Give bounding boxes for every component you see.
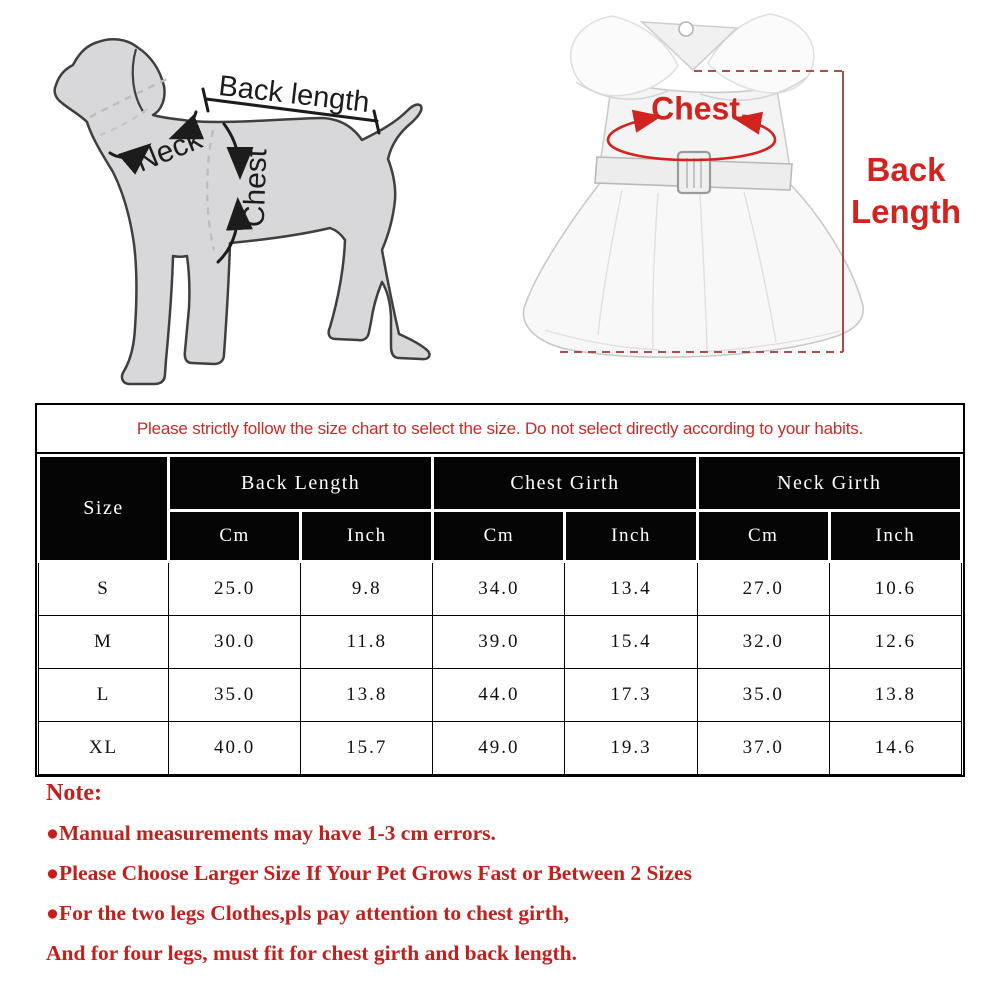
value-cell: 13.8 xyxy=(300,668,434,722)
value-cell: 40.0 xyxy=(167,721,302,775)
value-cell: 37.0 xyxy=(696,721,830,775)
value-cell: 13.8 xyxy=(828,668,963,722)
measurement-diagram xyxy=(53,13,864,386)
value-cell: 13.4 xyxy=(564,561,698,616)
size-warning-text: Please strictly follow the size chart to… xyxy=(136,418,864,438)
table-row-s: S 25.0 9.8 34.0 13.4 27.0 10.6 xyxy=(38,561,963,616)
unit-header-cell: Cm xyxy=(166,509,303,563)
table-row-m: M 30.0 11.8 39.0 15.4 32.0 12.6 xyxy=(38,615,963,669)
dress-chest-label: Chest. xyxy=(651,90,749,127)
note-line: ●For the two legs Clothes,pls pay attent… xyxy=(46,901,570,925)
value-cell: 9.8 xyxy=(300,561,434,616)
value-cell: 44.0 xyxy=(432,668,566,722)
size-table-container: Size Back Length Chest Girth Neck Girth … xyxy=(35,452,965,777)
value-cell: 19.3 xyxy=(564,721,698,775)
value-cell: 49.0 xyxy=(432,721,566,775)
neck-girth-group-header: Neck Girth xyxy=(695,454,964,512)
table-row-xl: XL 40.0 15.7 49.0 19.3 37.0 14.6 xyxy=(38,721,963,775)
dress-chest-measure xyxy=(606,109,777,162)
value-cell: 27.0 xyxy=(696,561,830,616)
notes-title: Note: xyxy=(46,780,102,806)
value-cell: 10.6 xyxy=(828,561,963,616)
value-cell: 14.6 xyxy=(828,721,963,775)
value-cell: 39.0 xyxy=(432,615,566,669)
back-length-group-header: Back Length xyxy=(166,454,435,512)
size-warning-banner: Please strictly follow the size chart to… xyxy=(35,403,965,452)
size-table: Size Back Length Chest Girth Neck Girth … xyxy=(37,454,964,775)
note-line: ●Manual measurements may have 1-3 cm err… xyxy=(46,821,496,845)
value-cell: 32.0 xyxy=(696,615,830,669)
unit-header-cell: Inch xyxy=(827,509,964,563)
value-cell: 35.0 xyxy=(167,668,302,722)
value-cell: 17.3 xyxy=(564,668,698,722)
dress-back-length-label: Back Length xyxy=(851,149,961,233)
value-cell: 11.8 xyxy=(300,615,434,669)
dog-measure-marks xyxy=(108,87,381,264)
note-line: ●Please Choose Larger Size If Your Pet G… xyxy=(46,861,692,885)
table-row-l: L 35.0 13.8 44.0 17.3 35.0 13.8 xyxy=(38,668,963,722)
value-cell: 25.0 xyxy=(167,561,302,616)
dress-back-length-line2: Length xyxy=(851,193,961,230)
value-cell: 15.4 xyxy=(564,615,698,669)
dress-back-length-line1: Back xyxy=(866,151,946,188)
value-cell: 35.0 xyxy=(696,668,830,722)
unit-header-cell: Cm xyxy=(431,509,567,563)
size-cell: M xyxy=(38,615,169,669)
unit-header-cell: Inch xyxy=(563,509,699,563)
dress-backlength-measure xyxy=(560,70,844,353)
unit-header-cell: Cm xyxy=(695,509,831,563)
size-cell: S xyxy=(38,561,169,616)
unit-header-cell: Inch xyxy=(299,509,435,563)
value-cell: 34.0 xyxy=(432,561,566,616)
value-cell: 12.6 xyxy=(828,615,963,669)
chest-girth-group-header: Chest Girth xyxy=(431,454,699,512)
notes-section: Note: ●Manual measurements may have 1-3 … xyxy=(46,780,961,980)
value-cell: 30.0 xyxy=(167,615,302,669)
value-cell: 15.7 xyxy=(300,721,434,775)
size-header-cell: Size xyxy=(37,454,170,563)
dog-chest-label: Chest xyxy=(237,148,274,228)
dress-sketch xyxy=(522,13,864,359)
size-cell: XL xyxy=(38,721,169,775)
size-cell: L xyxy=(38,668,169,722)
note-line: And for four legs, must fit for chest gi… xyxy=(46,941,577,965)
